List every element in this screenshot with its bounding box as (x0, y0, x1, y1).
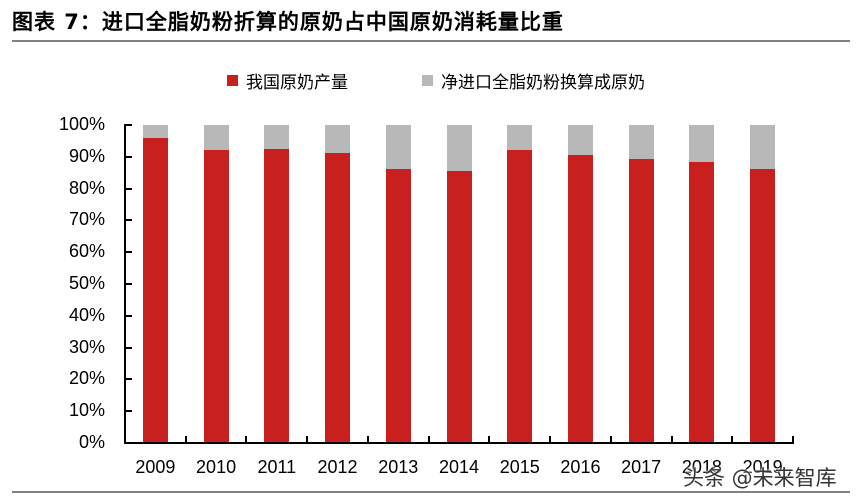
x-tick-label: 2015 (499, 457, 540, 477)
legend-swatch-gray-icon (422, 75, 433, 86)
x-tick (184, 436, 187, 443)
legend-label-domestic: 我国原奶产量 (246, 73, 348, 93)
x-tick (609, 436, 612, 443)
y-tick-label: 50% (68, 273, 105, 293)
y-axis (124, 125, 126, 444)
chart-legend: 我国原奶产量 净进口全脂奶粉换算成原奶 (0, 68, 861, 93)
x-tick (306, 436, 309, 443)
y-tick (124, 219, 132, 222)
y-tick (124, 283, 132, 285)
x-tick (366, 436, 369, 443)
bar-imported (203, 125, 229, 151)
bar-domestic (385, 168, 411, 443)
x-tick-label: 2009 (135, 457, 176, 477)
bar-imported (750, 125, 776, 169)
y-tick (124, 378, 132, 381)
y-tick (124, 251, 132, 254)
y-tick-label: 100% (58, 114, 105, 134)
bar-domestic (567, 154, 593, 443)
y-tick-label: 30% (68, 336, 105, 357)
x-tick (245, 436, 248, 443)
x-tick-label: 2017 (621, 457, 662, 477)
x-tick-label: 2014 (438, 457, 480, 477)
bar-domestic (750, 168, 776, 443)
bar-imported (325, 125, 351, 154)
x-tick-label: 2010 (196, 457, 237, 477)
y-tick-label: 40% (68, 304, 105, 325)
bar-domestic (446, 171, 472, 443)
bar-domestic (689, 161, 715, 443)
y-tick-label: 10% (68, 400, 105, 421)
x-tick-label: 2019 (742, 457, 783, 477)
y-tick-label: 80% (68, 177, 105, 198)
title-divider (12, 40, 850, 42)
bar-imported (385, 125, 411, 169)
bar-domestic (507, 150, 533, 443)
legend-swatch-red-icon (227, 75, 238, 86)
x-tick-label: 2018 (681, 457, 722, 477)
bar-domestic (142, 138, 168, 443)
x-tick (488, 436, 491, 443)
y-tick-label: 0% (78, 432, 105, 452)
x-tick-label: 2016 (560, 457, 601, 477)
bar-imported (628, 125, 654, 160)
x-tick (427, 436, 430, 443)
watermark: 头条 @未来智库 (683, 466, 837, 490)
bar-domestic (628, 159, 654, 443)
bottom-divider (12, 491, 850, 493)
bar-imported (689, 125, 715, 162)
bar-imported (264, 125, 290, 149)
y-tick (124, 155, 132, 158)
bar-imported (507, 125, 533, 151)
y-tick-label: 60% (68, 241, 105, 262)
x-tick (731, 436, 734, 443)
y-tick (124, 410, 132, 413)
bar-domestic (325, 153, 351, 443)
y-tick (124, 346, 132, 349)
legend-item-domestic: 我国原奶产量 (227, 68, 348, 93)
x-tick-label: 2013 (378, 457, 419, 477)
y-tick-label: 70% (68, 209, 105, 230)
bar-imported (567, 125, 593, 155)
legend-item-imported: 净进口全脂奶粉换算成原奶 (422, 68, 645, 93)
x-tick-label: 2011 (257, 457, 297, 477)
y-tick-label: 90% (68, 145, 105, 166)
bar-imported (142, 125, 168, 139)
bar-domestic (203, 150, 229, 443)
x-tick (549, 436, 552, 443)
y-tick (124, 124, 132, 126)
bar-domestic (264, 148, 290, 443)
x-tick (792, 436, 794, 443)
y-tick (124, 187, 132, 190)
y-tick-label: 20% (68, 368, 105, 389)
chart-title: 图表 7：进口全脂奶粉折算的原奶占中国原奶消耗量比重 (12, 10, 564, 34)
x-tick (670, 436, 673, 443)
y-tick (124, 314, 132, 317)
bar-imported (446, 125, 472, 172)
x-axis (124, 442, 794, 444)
x-tick-label: 2012 (317, 457, 358, 477)
legend-label-imported: 净进口全脂奶粉换算成原奶 (441, 73, 645, 93)
